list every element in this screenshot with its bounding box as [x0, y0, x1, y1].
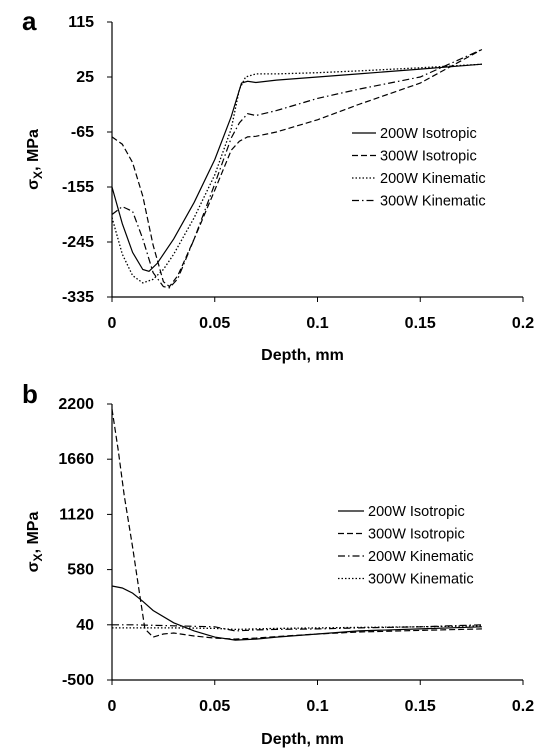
x-axis-label: Depth, mm [261, 347, 344, 364]
legend-label: 300W Isotropic [368, 527, 465, 543]
legend-label: 200W Kinematic [380, 171, 486, 187]
series-line-4 [111, 48, 483, 289]
y-tick-label: 25 [76, 69, 94, 86]
legend-label: 300W Kinematic [368, 572, 474, 588]
chart-panel-b: 2200 1660 1120 580 40 -500 0 0.05 0.1 0.15 0.2 b Dep… [22, 379, 534, 748]
x-tick-label: 0.2 [512, 315, 534, 332]
legend-label: 300W Isotropic [380, 149, 477, 165]
y-tick-label: -245 [62, 234, 94, 251]
series-line-1 [111, 585, 482, 641]
legend-label: 200W Isotropic [368, 504, 465, 520]
legend-label: 300W Kinematic [380, 194, 486, 210]
x-tick-label: 0 [108, 315, 117, 332]
x-tick-label: 0 [108, 698, 117, 715]
series-line-4 [112, 625, 482, 631]
y-axis-label-symbol: σ [25, 561, 42, 572]
y-axis-label-symbol: σ [25, 179, 42, 190]
series-line-2 [111, 409, 482, 640]
series-line-3 [112, 624, 482, 632]
x-tick-label: 0.15 [405, 698, 436, 715]
panel-label: b [22, 379, 38, 409]
x-tick-label: 0.15 [405, 315, 436, 332]
y-tick-label: 40 [76, 617, 94, 634]
y-tick-label: -65 [71, 124, 94, 141]
series-line-3 [111, 63, 482, 284]
y-tick-label: -335 [62, 289, 94, 306]
y-tick-label: 1120 [59, 506, 94, 523]
chart-panel-a: 115 25 -65 -155 -245 -335 0 0.05 0.1 0.15 0.2 a Dept… [22, 6, 534, 364]
panel-label: a [22, 6, 37, 36]
y-axis-label-unit: , MPa [25, 512, 42, 554]
legend-label: 200W Kinematic [368, 549, 474, 565]
x-tick-label: 0.05 [199, 315, 230, 332]
y-tick-label: 115 [68, 14, 94, 31]
y-tick-label: 1660 [58, 451, 94, 468]
y-axis-label-subscript: X [31, 553, 45, 561]
y-tick-label: -155 [62, 179, 94, 196]
x-tick-label: 0.2 [512, 698, 534, 715]
legend-label: 200W Isotropic [380, 126, 477, 142]
x-axis-label: Depth, mm [261, 731, 344, 748]
series-line-1 [111, 63, 482, 272]
x-tick-label: 0.1 [306, 315, 328, 332]
y-axis-label: σX, MPa [25, 512, 45, 573]
x-tick-label: 0.1 [306, 698, 328, 715]
y-tick-label: 580 [67, 562, 94, 579]
y-axis-label-subscript: X [31, 171, 45, 179]
y-tick-label: 2200 [58, 396, 94, 413]
series-line-2 [111, 48, 483, 288]
y-tick-label: -500 [62, 672, 94, 689]
x-tick-label: 0.05 [199, 698, 230, 715]
y-axis-label: σX, MPa [25, 129, 45, 190]
y-axis-label-unit: , MPa [25, 129, 42, 171]
